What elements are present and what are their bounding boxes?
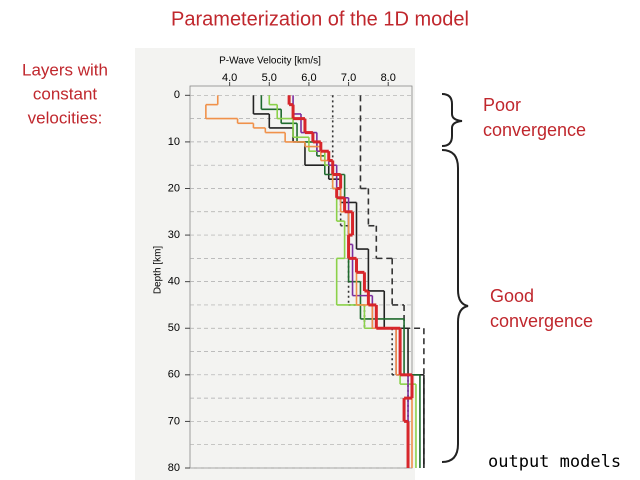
x-tick-label: 7.0 [341,72,356,84]
y-tick-label: 70 [168,415,180,427]
x-tick-label: 8.0 [381,72,396,84]
y-tick-label: 40 [168,276,180,288]
note-line: velocities: [28,108,103,127]
y-axis-label: Depth [km] [153,246,164,295]
x-tick-label: 5.0 [262,72,277,84]
y-tick-label: 10 [168,136,180,148]
poor-label: convergence [483,120,586,140]
y-tick-label: 30 [168,229,180,241]
footer-label: output models [488,452,621,472]
brace [441,149,469,463]
good-label: Good [490,286,534,306]
y-tick-label: 20 [168,182,180,194]
x-axis-label: P-Wave Velocity [km/s] [219,56,321,67]
x-tick-label: 4.0 [222,72,237,84]
poor-label: Poor [483,95,521,115]
y-tick-label: 80 [168,462,180,474]
plot-frame [189,85,413,469]
y-tick-label: 60 [168,369,180,381]
slide-title: Parameterization of the 1D model [171,8,469,30]
note-line: Layers with [22,60,108,79]
x-tick-label: 6.0 [301,72,316,84]
brace [441,93,463,147]
y-tick-label: 50 [168,322,180,334]
y-tick-label: 0 [174,89,180,101]
good-label: convergence [490,311,593,331]
note-line: constant [33,84,98,103]
